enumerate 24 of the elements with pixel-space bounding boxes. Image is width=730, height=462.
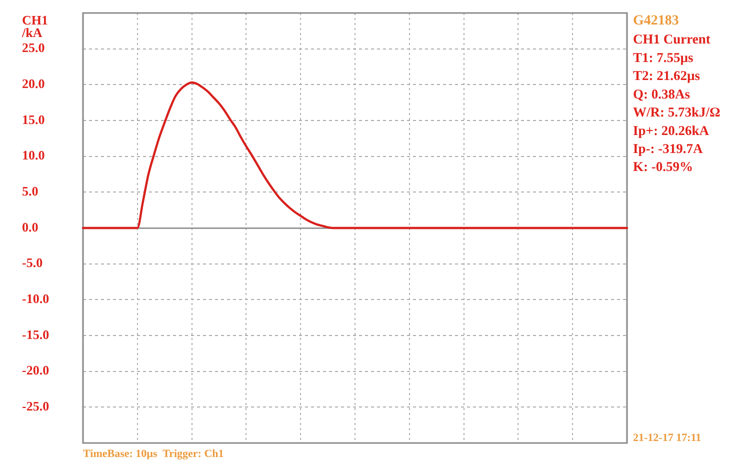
- text: Q: 0.38As: [633, 86, 690, 102]
- y-tick-label: -10.0: [22, 291, 50, 306]
- y-tick-label: 0.0: [22, 219, 38, 234]
- text: T2: 21.62µs: [633, 68, 700, 84]
- text: Ip+: 20.26kA: [633, 122, 710, 138]
- y-tick-label: 20.0: [22, 76, 45, 92]
- text: 21-12-17 17:11: [633, 432, 702, 444]
- y-tick-label: -15.0: [22, 326, 50, 342]
- text: CH1 Current: [633, 31, 711, 46]
- y-tick-label: 10.0: [22, 148, 45, 163]
- text: K: -0.59%: [633, 159, 693, 174]
- y-tick-label: 5.0: [22, 184, 38, 199]
- x-axis-title: TimeBase: 10µs Trigger: Ch1: [83, 448, 224, 460]
- y-tick-label: -20.0: [22, 362, 50, 378]
- text: G42183: [633, 14, 679, 29]
- line-series: [82, 81, 628, 230]
- y-tick-label: 15.0: [22, 112, 45, 127]
- y-tick-label: 25.0: [22, 40, 45, 56]
- y-tick-label: -25.0: [22, 398, 50, 414]
- text: T1: 7.55µs: [633, 50, 694, 65]
- text: W/R: 5.73kJ/Ω: [633, 104, 721, 120]
- text: Ip-: -319.7A: [633, 140, 703, 156]
- y-tick-label: -5.0: [22, 255, 43, 270]
- y-axis-title: CH1 /kA: [21, 12, 48, 40]
